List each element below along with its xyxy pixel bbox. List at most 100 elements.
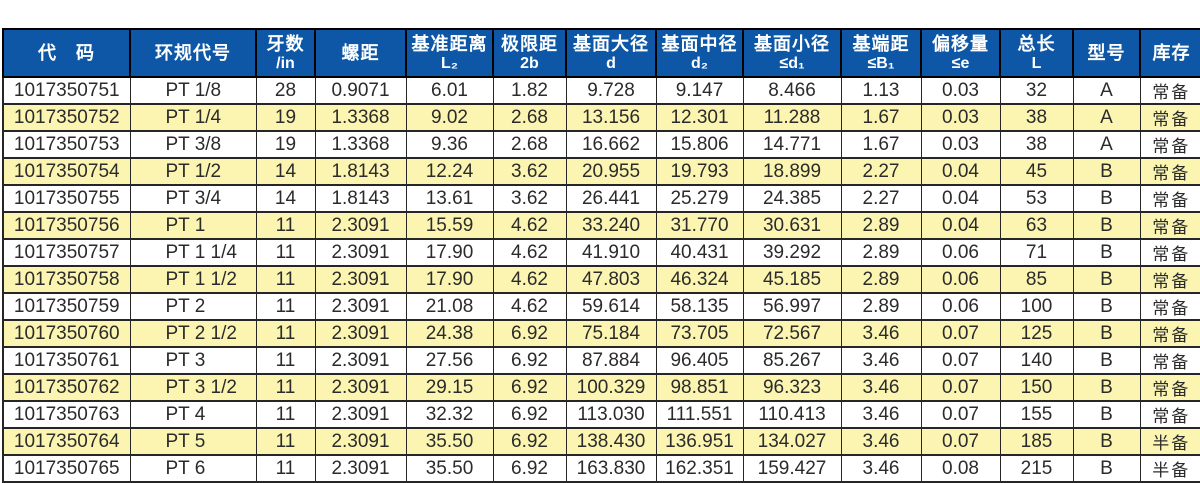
col-header-symbol: d xyxy=(606,55,616,72)
cell-stock: 常备 xyxy=(1139,103,1200,132)
cell-offset: 0.07 xyxy=(920,319,1001,348)
col-header-symbol: d₂ xyxy=(691,55,708,72)
cell-stock: 常备 xyxy=(1139,211,1200,240)
cell-code: 1017350765 xyxy=(2,454,131,483)
col-header-base-minor-dia: 基面小径 ≤d₁ xyxy=(742,28,842,78)
col-header-code: 代 码 xyxy=(2,28,131,78)
cell-threads-per-inch: 19 xyxy=(255,103,316,132)
col-header-total-length: 总长 L xyxy=(999,28,1074,78)
cell-threads-per-inch: 11 xyxy=(255,265,316,294)
table-row: 1017350754 PT 1/2 14 1.8143 12.24 3.62 20.955 1… xyxy=(2,157,1200,186)
col-header-symbol: ≤d₁ xyxy=(779,55,805,72)
cell-threads-per-inch: 14 xyxy=(255,184,316,213)
cell-base-major-dia: 41.910 xyxy=(565,238,657,267)
cell-stock: 常备 xyxy=(1139,157,1200,186)
col-header-label: 代 码 xyxy=(38,42,95,63)
table-row: 1017350753 PT 3/8 19 1.3368 9.36 2.68 16.662 15… xyxy=(2,130,1200,159)
cell-offset: 0.06 xyxy=(920,265,1001,294)
cell-base-end-distance: 2.89 xyxy=(840,211,922,240)
cell-limit-distance: 4.62 xyxy=(492,211,567,240)
cell-datum-distance: 9.02 xyxy=(405,103,494,132)
col-header-label: 环规代号 xyxy=(155,42,231,63)
cell-base-major-dia: 13.156 xyxy=(565,103,657,132)
cell-base-pitch-dia: 40.431 xyxy=(655,238,744,267)
col-header-symbol: 2b xyxy=(520,55,539,72)
cell-datum-distance: 9.36 xyxy=(405,130,494,159)
table-row: 1017350758 PT 1 1/2 11 2.3091 17.90 4.62 47.80… xyxy=(2,265,1200,294)
cell-threads-per-inch: 19 xyxy=(255,130,316,159)
cell-base-pitch-dia: 31.770 xyxy=(655,211,744,240)
col-header-pitch: 螺距 xyxy=(314,28,407,78)
cell-total-length: 100 xyxy=(999,292,1074,321)
cell-type: B xyxy=(1072,319,1141,348)
cell-gauge-code: PT 3/8 xyxy=(129,130,257,159)
cell-total-length: 53 xyxy=(999,184,1074,213)
cell-pitch: 2.3091 xyxy=(314,292,407,321)
cell-base-end-distance: 3.46 xyxy=(840,346,922,375)
cell-gauge-code: PT 2 1/2 xyxy=(129,319,257,348)
cell-datum-distance: 29.15 xyxy=(405,373,494,402)
table-row: 1017350756 PT 1 11 2.3091 15.59 4.62 33.240 31.… xyxy=(2,211,1200,240)
cell-type: B xyxy=(1072,265,1141,294)
cell-gauge-code: PT 3 1/2 xyxy=(129,373,257,402)
table-row: 1017350763 PT 4 11 2.3091 32.32 6.92 113.030 11… xyxy=(2,400,1200,429)
cell-threads-per-inch: 11 xyxy=(255,211,316,240)
cell-datum-distance: 24.38 xyxy=(405,319,494,348)
cell-threads-per-inch: 11 xyxy=(255,427,316,456)
col-header-symbol: ≤B₁ xyxy=(867,55,895,72)
cell-base-end-distance: 3.46 xyxy=(840,454,922,483)
cell-code: 1017350759 xyxy=(2,292,131,321)
cell-base-pitch-dia: 96.405 xyxy=(655,346,744,375)
cell-base-end-distance: 3.46 xyxy=(840,400,922,429)
cell-threads-per-inch: 11 xyxy=(255,400,316,429)
col-header-threads-per-inch: 牙数/in xyxy=(255,28,316,78)
cell-pitch: 1.8143 xyxy=(314,157,407,186)
col-header-label: 偏移量 xyxy=(932,34,989,54)
cell-gauge-code: PT 6 xyxy=(129,454,257,483)
cell-total-length: 38 xyxy=(999,130,1074,159)
table-body: 1017350751 PT 1/8 28 0.9071 6.01 1.82 9.728 9.1… xyxy=(2,76,1200,483)
cell-stock: 半备 xyxy=(1139,454,1200,483)
cell-stock: 常备 xyxy=(1139,373,1200,402)
table-row: 1017350762 PT 3 1/2 11 2.3091 29.15 6.92 100.3… xyxy=(2,373,1200,402)
cell-stock: 常备 xyxy=(1139,265,1200,294)
cell-base-end-distance: 1.67 xyxy=(840,130,922,159)
table-row: 1017350761 PT 3 11 2.3091 27.56 6.92 87.884 96.… xyxy=(2,346,1200,375)
cell-gauge-code: PT 1/4 xyxy=(129,103,257,132)
cell-type: B xyxy=(1072,157,1141,186)
cell-code: 1017350756 xyxy=(2,211,131,240)
cell-gauge-code: PT 1 1/4 xyxy=(129,238,257,267)
cell-datum-distance: 13.61 xyxy=(405,184,494,213)
cell-base-major-dia: 87.884 xyxy=(565,346,657,375)
cell-type: A xyxy=(1072,103,1141,132)
cell-limit-distance: 3.62 xyxy=(492,157,567,186)
cell-offset: 0.03 xyxy=(920,103,1001,132)
col-header-gauge-code: 环规代号 xyxy=(129,28,257,78)
cell-base-pitch-dia: 136.951 xyxy=(655,427,744,456)
cell-gauge-code: PT 3 xyxy=(129,346,257,375)
cell-offset: 0.07 xyxy=(920,346,1001,375)
cell-total-length: 85 xyxy=(999,265,1074,294)
cell-limit-distance: 2.68 xyxy=(492,130,567,159)
cell-offset: 0.07 xyxy=(920,373,1001,402)
cell-base-major-dia: 138.430 xyxy=(565,427,657,456)
cell-datum-distance: 15.59 xyxy=(405,211,494,240)
cell-base-minor-dia: 11.288 xyxy=(742,103,842,132)
cell-gauge-code: PT 4 xyxy=(129,400,257,429)
table-row: 1017350759 PT 2 11 2.3091 21.08 4.62 59.614 58.… xyxy=(2,292,1200,321)
cell-offset: 0.03 xyxy=(920,76,1001,105)
cell-gauge-code: PT 1/2 xyxy=(129,157,257,186)
cell-base-major-dia: 163.830 xyxy=(565,454,657,483)
col-header-label: 基面中径 xyxy=(661,34,738,54)
cell-datum-distance: 32.32 xyxy=(405,400,494,429)
table-row: 1017350751 PT 1/8 28 0.9071 6.01 1.82 9.728 9.1… xyxy=(2,76,1200,105)
cell-base-end-distance: 2.89 xyxy=(840,238,922,267)
cell-total-length: 140 xyxy=(999,346,1074,375)
cell-pitch: 2.3091 xyxy=(314,400,407,429)
cell-base-minor-dia: 134.027 xyxy=(742,427,842,456)
cell-code: 1017350763 xyxy=(2,400,131,429)
cell-code: 1017350760 xyxy=(2,319,131,348)
cell-gauge-code: PT 3/4 xyxy=(129,184,257,213)
cell-datum-distance: 21.08 xyxy=(405,292,494,321)
header-row: 代 码环规代号 牙数/in 螺距 基准距离 L₂ 极限距 2b 基面大径 d 基面中径 d₂ 基面小径… xyxy=(2,28,1200,78)
